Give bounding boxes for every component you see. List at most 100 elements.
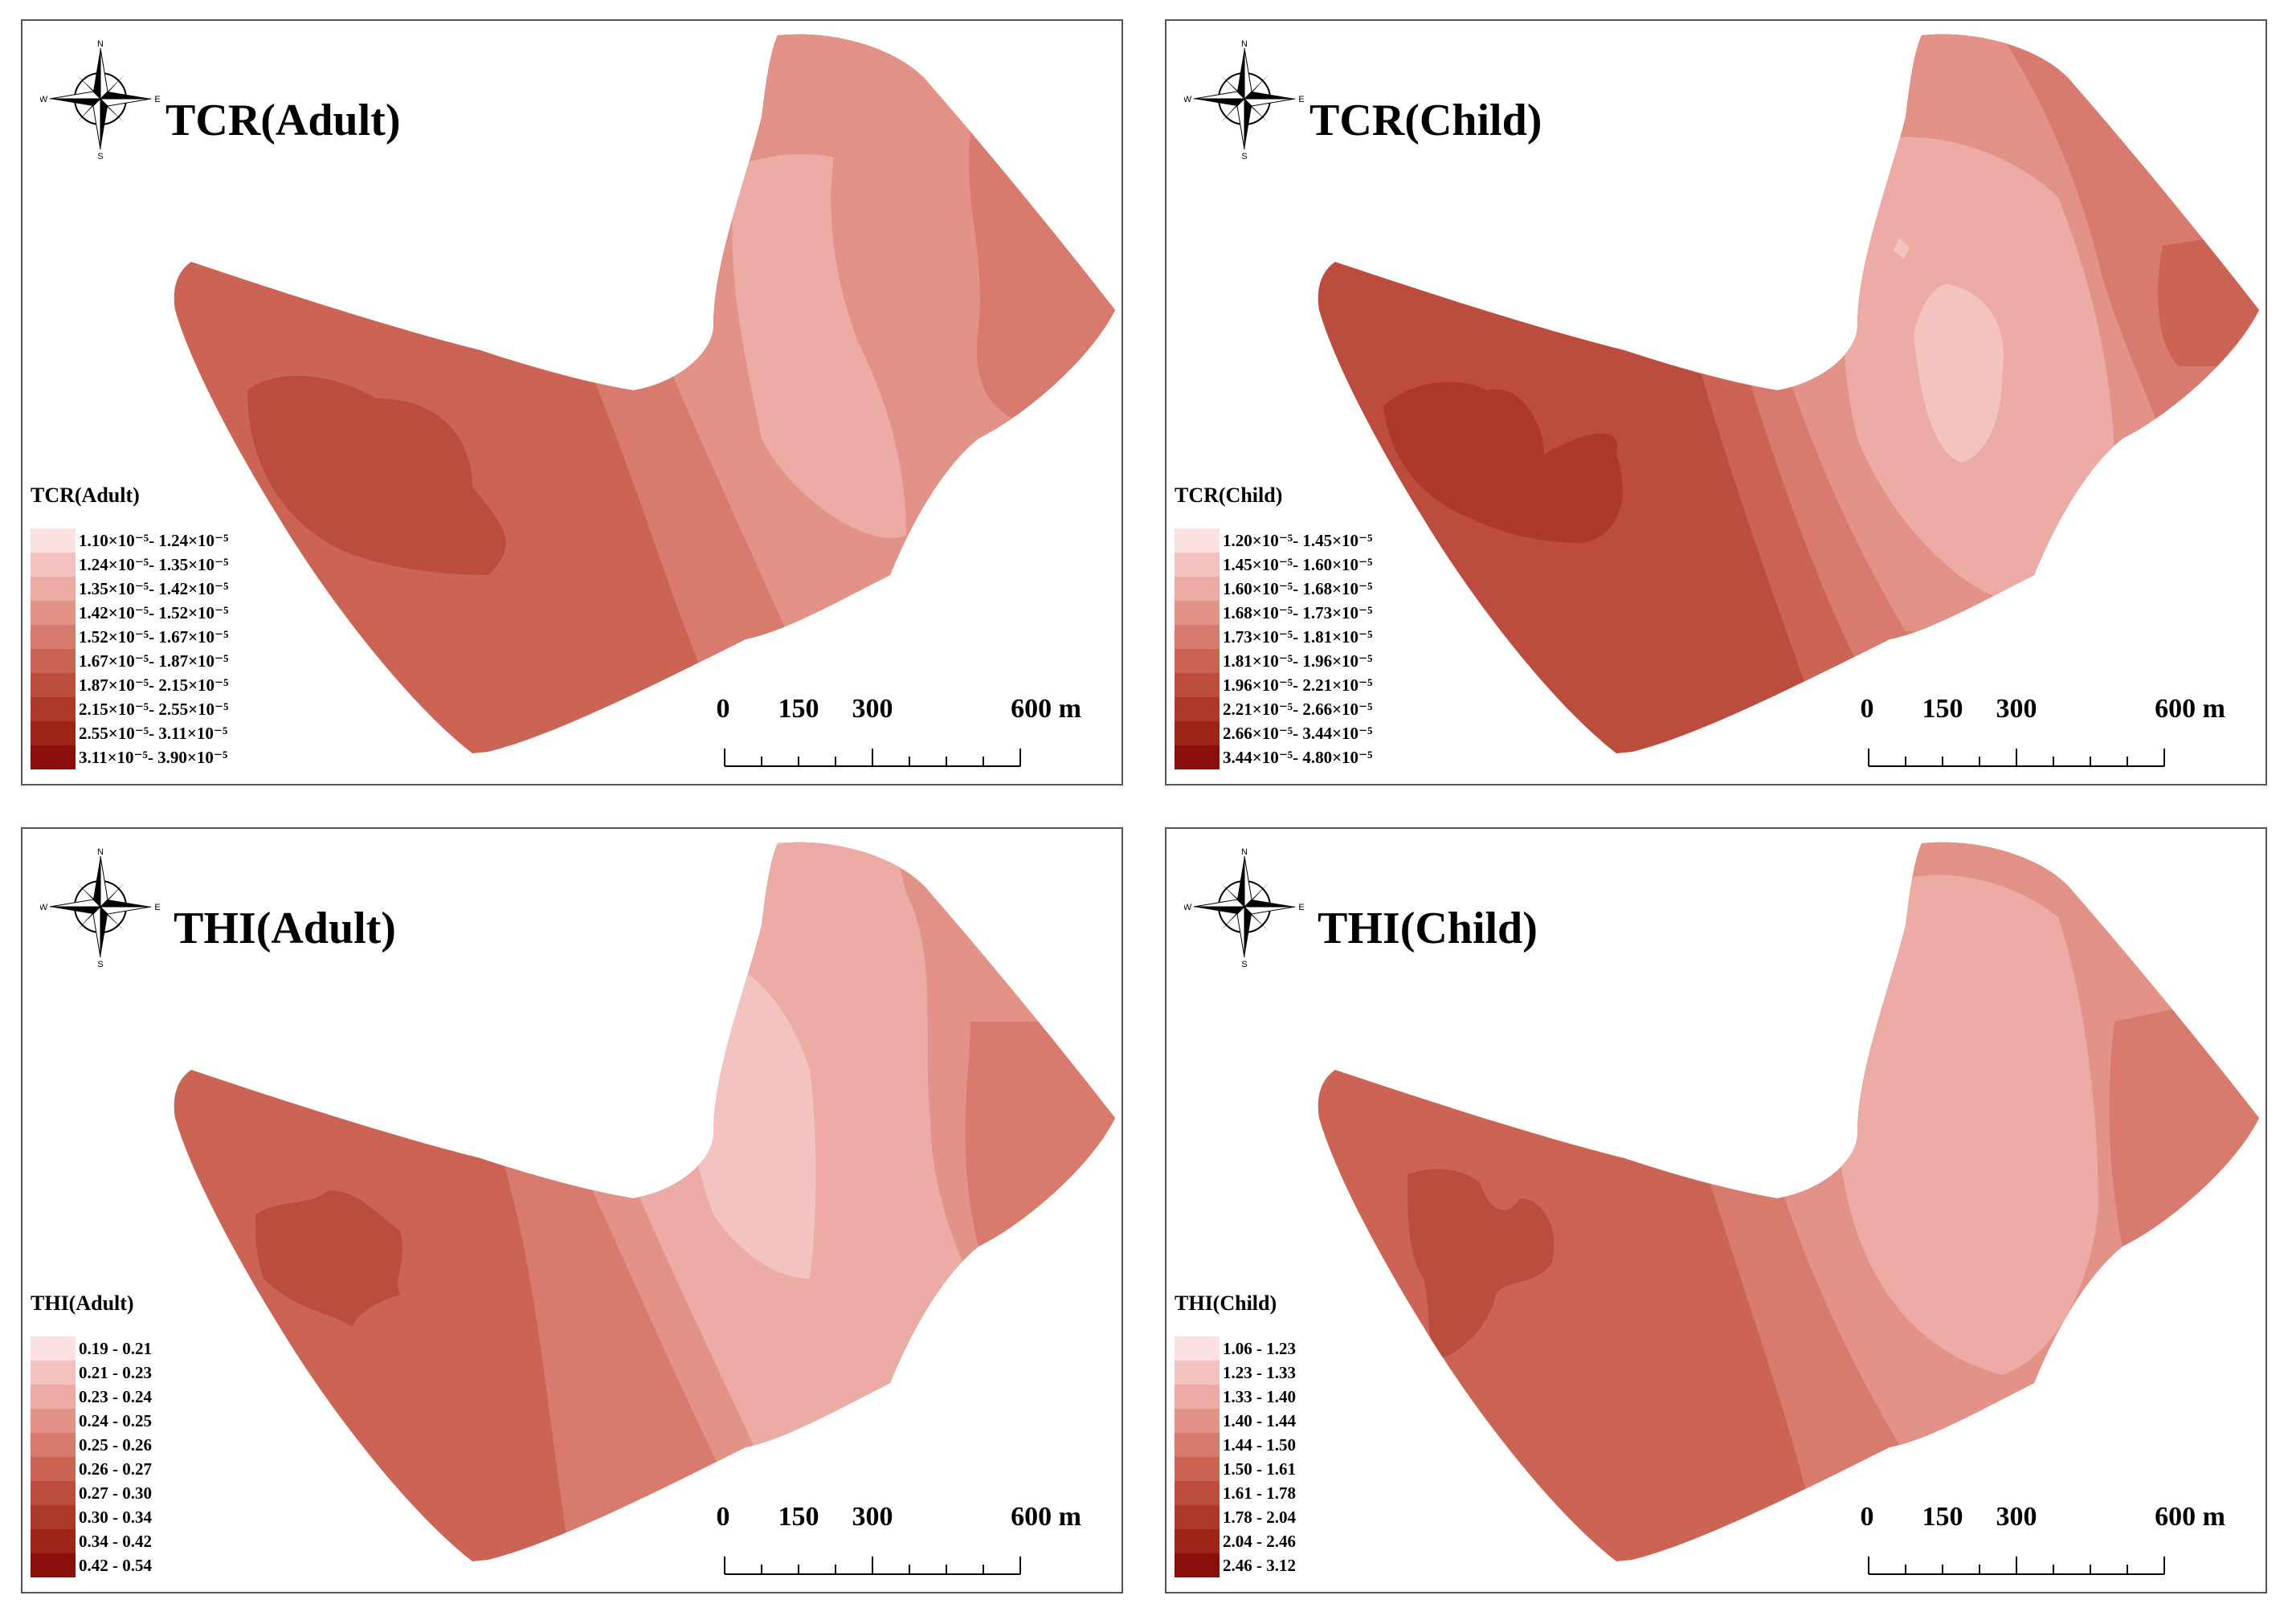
compass-rose-icon: N S E W [1183,847,1305,971]
legend-item: 2.04 - 2.46 [1175,1529,1296,1553]
legend-label: 1.24×10⁻⁵- 1.35×10⁻⁵ [79,555,229,574]
legend-item: 1.96×10⁻⁵- 2.21×10⁻⁵ [1175,673,1372,697]
panel-title: TCR(Adult) [165,96,401,145]
legend-label: 1.06 - 1.23 [1223,1338,1296,1358]
legend-swatch [1175,745,1220,769]
legend-label: 0.24 - 0.25 [79,1410,152,1430]
scale-bar: 0 150 300 600 m [1860,1502,2225,1582]
legend-label: 1.61 - 1.78 [1223,1483,1296,1503]
legend-label: 3.11×10⁻⁵- 3.90×10⁻⁵ [79,748,228,767]
legend: TCR(Child) 1.20×10⁻⁵- 1.45×10⁻⁵ 1.45×10⁻⁵… [1175,484,1372,769]
legend-label: 0.30 - 0.34 [79,1507,152,1527]
svg-text:N: N [97,39,104,49]
legend-item: 1.10×10⁻⁵- 1.24×10⁻⁵ [31,528,228,553]
legend-label: 0.25 - 0.26 [79,1434,152,1455]
legend-label: 0.21 - 0.23 [79,1362,152,1382]
legend-item: 2.15×10⁻⁵- 2.55×10⁻⁵ [31,697,228,721]
legend-item: 0.19 - 0.21 [31,1336,152,1361]
scale-label-150: 150 [1922,694,1963,724]
legend-label: 3.44×10⁻⁵- 4.80×10⁻⁵ [1223,748,1373,767]
legend-item: 3.44×10⁻⁵- 4.80×10⁻⁵ [1175,745,1372,769]
svg-text:N: N [1241,39,1248,49]
scale-label-600: 600 m [1011,1502,1081,1532]
legend-label: 1.73×10⁻⁵- 1.81×10⁻⁵ [1223,627,1373,647]
legend-label: 1.87×10⁻⁵- 2.15×10⁻⁵ [79,675,229,695]
scale-bar: 0 150 300 600 m [1861,694,2225,774]
legend-swatch [1175,721,1220,745]
scale-label-0: 0 [1860,1502,1874,1532]
legend-item: 1.61 - 1.78 [1175,1481,1296,1505]
legend-label: 1.20×10⁻⁵- 1.45×10⁻⁵ [1223,531,1373,550]
svg-text:N: N [97,847,104,857]
legend-label: 1.35×10⁻⁵- 1.42×10⁻⁵ [79,579,229,598]
svg-text:E: E [1298,95,1304,104]
legend-item: 1.20×10⁻⁵- 1.45×10⁻⁵ [1175,528,1372,553]
legend-label: 2.55×10⁻⁵- 3.11×10⁻⁵ [79,724,228,743]
legend-label: 1.78 - 2.04 [1223,1507,1296,1527]
legend-swatch [31,697,76,721]
legend-swatch [31,1433,76,1457]
legend-item: 1.33 - 1.40 [1175,1385,1296,1409]
legend-item: 0.27 - 0.30 [31,1481,152,1505]
legend-item: 0.34 - 0.42 [31,1529,152,1553]
legend-item: 1.68×10⁻⁵- 1.73×10⁻⁵ [1175,601,1372,625]
legend-swatch [31,1505,76,1529]
svg-text:S: S [1241,152,1247,159]
legend-label: 1.42×10⁻⁵- 1.52×10⁻⁵ [79,603,229,622]
scale-label-300: 300 [1996,1502,2037,1532]
legend-item: 1.35×10⁻⁵- 1.42×10⁻⁵ [31,577,228,601]
legend-item: 1.44 - 1.50 [1175,1433,1296,1457]
scale-label-600: 600 m [2155,1502,2225,1532]
legend-label: 0.23 - 0.24 [79,1386,152,1406]
scale-label-300: 300 [1996,694,2037,724]
map-panel-thi-adult: N S E W THI(Adult) THI(Adult) 0.19 - 0.2… [21,827,1123,1593]
legend-label: 0.26 - 0.27 [79,1459,152,1479]
scale-label-300: 300 [852,694,893,724]
legend-swatch [1175,1529,1220,1553]
legend-swatch [1175,577,1220,601]
legend-swatch [1175,1409,1220,1433]
legend-label: 2.04 - 2.46 [1223,1531,1296,1551]
legend-item: 2.46 - 3.12 [1175,1553,1296,1577]
svg-text:S: S [97,152,103,159]
legend-swatch [1175,697,1220,721]
legend-swatch [31,1336,76,1361]
legend-swatch [31,673,76,697]
legend-label: 1.33 - 1.40 [1223,1386,1296,1406]
map-panel-thi-child: N S E W THI(Child) THI(Child) 1.06 - 1.2… [1165,827,2267,1593]
legend-item: 1.23 - 1.33 [1175,1361,1296,1385]
legend-item: 1.73×10⁻⁵- 1.81×10⁻⁵ [1175,625,1372,649]
legend-swatch [1175,625,1220,649]
legend-label: 1.40 - 1.44 [1223,1410,1296,1430]
legend-label: 0.27 - 0.30 [79,1483,152,1503]
legend-item: 1.78 - 2.04 [1175,1505,1296,1529]
svg-text:E: E [154,95,160,104]
legend-label: 1.60×10⁻⁵- 1.68×10⁻⁵ [1223,579,1373,598]
legend-label: 0.42 - 0.54 [79,1555,152,1575]
scale-label-300: 300 [852,1502,893,1532]
legend-label: 0.19 - 0.21 [79,1338,152,1358]
legend-swatch [1175,1361,1220,1385]
risk-map [174,34,1116,753]
svg-text:E: E [154,903,160,912]
legend-swatch [31,625,76,649]
legend-swatch [31,1457,76,1481]
legend-swatch [31,1385,76,1409]
risk-map [174,842,1116,1561]
legend-item: 2.21×10⁻⁵- 2.66×10⁻⁵ [1175,697,1372,721]
legend-item: 1.24×10⁻⁵- 1.35×10⁻⁵ [31,553,228,577]
risk-map [1318,34,2260,753]
legend-swatch [31,649,76,673]
legend-label: 2.66×10⁻⁵- 3.44×10⁻⁵ [1223,724,1373,743]
legend: THI(Child) 1.06 - 1.23 1.23 - 1.33 1.33 - … [1175,1291,1296,1577]
svg-text:W: W [40,95,48,104]
legend-swatch [1175,601,1220,625]
legend-label: 1.52×10⁻⁵- 1.67×10⁻⁵ [79,627,229,647]
legend-swatch [31,1409,76,1433]
scale-label-600: 600 m [1011,694,1081,724]
legend-label: 2.46 - 3.12 [1223,1555,1296,1575]
legend-label: 2.21×10⁻⁵- 2.66×10⁻⁵ [1223,700,1373,719]
legend-label: 1.10×10⁻⁵- 1.24×10⁻⁵ [79,531,229,550]
legend-item: 3.11×10⁻⁵- 3.90×10⁻⁵ [31,745,228,769]
legend-item: 1.81×10⁻⁵- 1.96×10⁻⁵ [1175,649,1372,673]
